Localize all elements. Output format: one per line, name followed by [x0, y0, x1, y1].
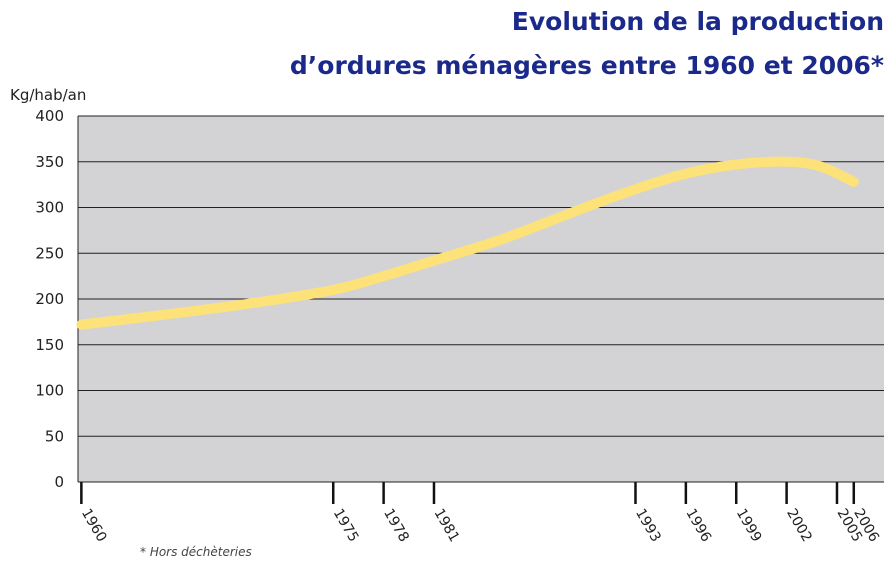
y-tick-label: 200 — [35, 290, 64, 308]
y-tick-label: 150 — [35, 336, 64, 354]
y-axis-label: Kg/hab/an — [10, 86, 86, 104]
y-tick-label: 100 — [35, 382, 64, 400]
y-tick-label: 400 — [35, 107, 64, 125]
x-tick-label: 1993 — [632, 506, 664, 545]
x-tick-label: 1981 — [431, 506, 463, 545]
y-tick-label: 0 — [54, 473, 64, 491]
y-tick-label: 250 — [35, 244, 64, 262]
y-tick-label: 350 — [35, 153, 64, 171]
chart-title: Evolution de la production — [512, 7, 884, 36]
chart-title: d’ordures ménagères entre 1960 et 2006* — [290, 51, 884, 80]
x-tick-label: 1978 — [380, 506, 412, 545]
x-tick-label: 1975 — [330, 506, 362, 545]
x-tick-label: 1996 — [682, 506, 714, 545]
y-tick-label: 300 — [35, 199, 64, 217]
x-tick-label: 1999 — [733, 506, 765, 545]
data-line — [76, 156, 859, 330]
y-tick-label: 50 — [45, 427, 64, 445]
footnote: * Hors déchèteries — [140, 545, 252, 559]
x-tick-label: 2002 — [783, 506, 815, 545]
x-tick-label: 1960 — [78, 506, 110, 545]
